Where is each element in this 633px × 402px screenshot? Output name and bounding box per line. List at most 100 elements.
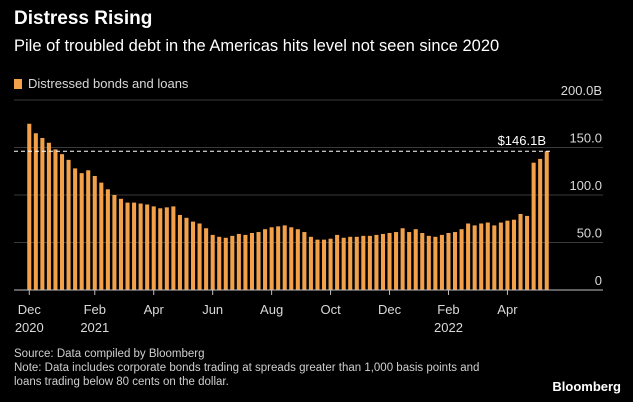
legend-label: Distressed bonds and loans (28, 76, 189, 91)
bar (171, 206, 176, 290)
x-tick-label: Jun (202, 302, 223, 317)
y-tick-label: 150.0 (569, 131, 602, 146)
reference-line-label: $146.1B (498, 133, 546, 148)
bar (328, 238, 333, 290)
bar (426, 235, 431, 290)
bar (407, 232, 412, 290)
bar (256, 232, 261, 290)
bar (452, 232, 458, 290)
bar (138, 203, 143, 290)
x-tick-label: Apr (497, 302, 518, 317)
footer: Source: Data compiled by Bloomberg Note:… (14, 347, 484, 389)
bar (459, 229, 464, 290)
bar (46, 142, 51, 290)
bar (479, 223, 484, 290)
legend-swatch (14, 78, 22, 89)
bar (86, 170, 91, 290)
x-tick-year-label: 2020 (15, 320, 44, 335)
bar (184, 217, 189, 290)
bar (158, 208, 163, 290)
bar (308, 236, 313, 290)
bar (73, 168, 78, 290)
bar (295, 229, 300, 290)
bar (400, 228, 405, 290)
bar (315, 239, 320, 290)
bar (380, 233, 386, 290)
bar (544, 151, 549, 290)
bar (335, 234, 340, 290)
bar (118, 198, 124, 290)
bar (79, 173, 84, 290)
x-tick-label: Oct (320, 302, 341, 317)
bar (361, 235, 366, 290)
bar (276, 226, 281, 290)
bar (197, 223, 202, 290)
bar (348, 236, 353, 290)
bar (190, 221, 196, 290)
bar (59, 154, 65, 290)
bar (151, 206, 156, 290)
bar (394, 232, 399, 290)
bar (485, 222, 490, 290)
bar (354, 236, 359, 290)
bar (289, 227, 294, 290)
bar (177, 214, 182, 290)
bar (302, 232, 307, 290)
bar (439, 234, 444, 290)
x-tick-label: Aug (260, 302, 283, 317)
bar (466, 223, 471, 290)
bar (99, 182, 104, 290)
bar (40, 138, 45, 290)
y-tick-label: 200.0B (561, 83, 602, 98)
bar (27, 123, 32, 290)
bar (518, 214, 523, 290)
bar (230, 235, 235, 290)
bar (282, 225, 287, 290)
bar (66, 159, 71, 290)
bar (531, 162, 536, 290)
bar (374, 234, 379, 290)
bar (511, 219, 517, 290)
bar (132, 202, 137, 290)
bar (105, 189, 110, 290)
bar (217, 236, 222, 290)
bar (112, 195, 117, 290)
bar (367, 235, 372, 290)
x-tick-year-label: 2021 (80, 320, 109, 335)
data-note: Note: Data includes corporate bonds trad… (14, 362, 480, 388)
bloomberg-logo: Bloomberg (552, 379, 621, 394)
source-note: Source: Data compiled by Bloomberg (14, 348, 205, 360)
bar (538, 158, 543, 290)
bar (249, 233, 255, 290)
bar (263, 229, 268, 290)
chart-subtitle: Pile of troubled debt in the Americas hi… (14, 37, 500, 55)
bar (472, 225, 477, 290)
bar (164, 207, 169, 290)
bar (204, 228, 209, 290)
x-tick-year-label: 2022 (434, 320, 463, 335)
bar (433, 236, 438, 290)
bar (492, 225, 497, 290)
bar (236, 233, 241, 290)
y-tick-label: 50.0 (577, 226, 602, 241)
bar (420, 233, 425, 290)
legend: Distressed bonds and loans (14, 76, 188, 91)
bar (53, 149, 58, 290)
bar (33, 133, 38, 290)
bar (446, 233, 451, 290)
bar (413, 229, 418, 290)
bar (525, 215, 530, 290)
y-tick-label: 100.0 (569, 178, 602, 193)
bar (341, 237, 346, 290)
x-tick-label: Apr (144, 302, 165, 317)
x-tick-label: Feb (437, 302, 459, 317)
bar (125, 202, 130, 290)
y-tick-label: 0 (595, 273, 602, 288)
x-tick-label: Dec (18, 302, 42, 317)
bar (92, 176, 97, 290)
bar (223, 237, 228, 290)
bar (210, 234, 215, 290)
bar (387, 233, 392, 290)
x-tick-label: Feb (84, 302, 106, 317)
bar (498, 222, 503, 290)
